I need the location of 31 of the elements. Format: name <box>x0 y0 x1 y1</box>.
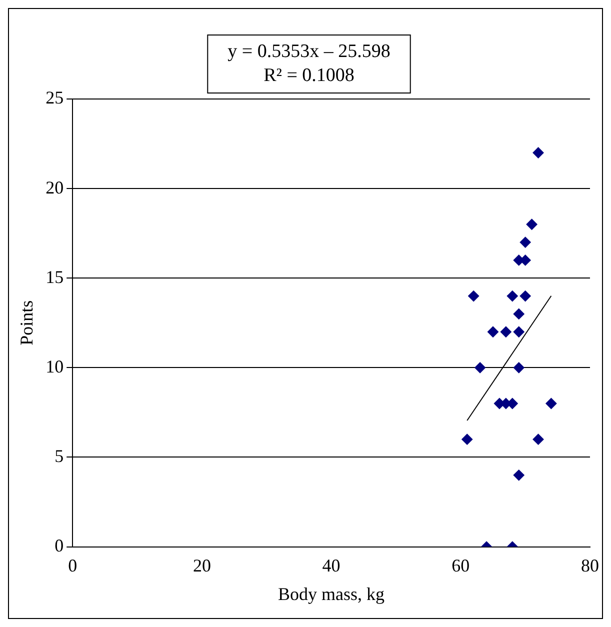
point <box>526 218 538 230</box>
point <box>500 326 512 338</box>
y-tick-label: 25 <box>46 88 64 108</box>
point <box>520 236 531 248</box>
x-tick-label: 40 <box>322 555 340 576</box>
y-tick-label: 15 <box>46 266 64 287</box>
y-axis-title: Points <box>16 300 37 346</box>
point <box>532 434 544 445</box>
x-tick-label: 20 <box>192 555 211 576</box>
point <box>462 434 473 445</box>
point <box>487 326 498 338</box>
point <box>474 362 486 374</box>
point <box>513 326 524 338</box>
x-tick-label: 60 <box>452 555 470 576</box>
point <box>468 290 480 302</box>
point <box>520 290 531 302</box>
x-axis-title: Body mass, kg <box>278 584 385 604</box>
point <box>513 308 524 320</box>
point <box>546 398 557 410</box>
point <box>513 362 524 374</box>
x-tick-label: 80 <box>581 555 599 576</box>
text: y = 0.5353x – 25.598 <box>228 40 390 62</box>
point <box>532 147 544 158</box>
y-tick-label: 5 <box>54 446 64 466</box>
y-tick-label: 20 <box>46 177 64 198</box>
y-tick-label: 10 <box>46 356 64 376</box>
y-tick-label: 0 <box>54 536 64 556</box>
text: R² = 0.1008 <box>264 64 354 86</box>
point <box>506 290 518 302</box>
point <box>513 470 524 481</box>
x-tick-label: 0 <box>68 555 78 576</box>
